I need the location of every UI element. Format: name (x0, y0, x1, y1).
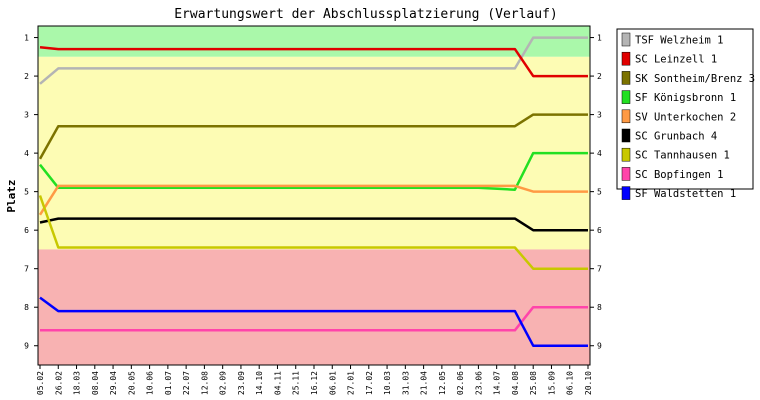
x-tick-label-6: 10.06 (146, 371, 155, 395)
legend-swatch-4 (621, 90, 631, 104)
y-tick-label-left-3: 3 (24, 111, 29, 120)
y-tick-label-left-6: 6 (24, 226, 29, 235)
legend-label-6: SC Grunbach 4 (635, 131, 717, 143)
x-tick-label-1: 26.02 (54, 371, 63, 395)
x-tick-label-24: 23.06 (474, 371, 483, 395)
x-tick-label-8: 22.07 (182, 371, 191, 395)
legend-label-7: SC Tannhausen 1 (635, 150, 730, 162)
background-bands (38, 26, 590, 365)
y-tick-label-right-5: 5 (597, 188, 602, 197)
legend-label-9: SF Waldstetten 1 (635, 188, 736, 200)
y-tick-label-left-2: 2 (24, 72, 29, 81)
legend-swatch-9 (621, 186, 631, 200)
x-tick-label-21: 21.04 (420, 371, 429, 395)
legend-label-2: SC Leinzell 1 (635, 54, 717, 66)
series-line-6 (39, 217, 588, 232)
legend: TSF Welzheim 1 SC Leinzell 1 SK Sontheim/B… (616, 28, 755, 200)
legend-label-4: SF Königsbronn 1 (635, 92, 736, 104)
y-tick-label-right-6: 6 (597, 226, 602, 235)
x-tick-label-2: 18.03 (73, 371, 82, 395)
band-2 (38, 249, 590, 365)
x-tick-label-23: 02.06 (456, 371, 465, 395)
chart-title: Erwartungswert der Abschlussplatzierung … (174, 7, 558, 22)
y-axis-label: Platz (5, 179, 18, 212)
x-tick-label-25: 14.07 (493, 371, 502, 395)
y-axis-ticks: 1 1 2 2 3 3 4 4 5 5 6 6 7 7 8 8 9 9 (24, 34, 602, 351)
x-tick-label-28: 15.09 (547, 371, 556, 395)
x-tick-label-29: 06.10 (566, 371, 575, 395)
y-tick-label-left-5: 5 (24, 188, 29, 197)
y-tick-label-left-1: 1 (24, 34, 29, 43)
x-tick-label-13: 04.11 (273, 371, 282, 395)
y-tick-label-left-9: 9 (24, 342, 29, 351)
legend-label-1: TSF Welzheim 1 (635, 35, 724, 47)
legend-swatch-6 (621, 128, 631, 143)
x-tick-label-17: 27.01 (347, 371, 356, 395)
y-tick-label-right-2: 2 (597, 72, 602, 81)
x-tick-label-18: 17.02 (365, 371, 374, 395)
x-tick-label-0: 05.02 (36, 371, 45, 395)
x-tick-label-20: 31.03 (401, 371, 410, 395)
series-line-8 (40, 305, 588, 332)
y-tick-label-right-4: 4 (597, 149, 602, 158)
legend-swatch-5 (621, 109, 631, 124)
legend-label-3: SK Sontheim/Brenz 3 (635, 73, 755, 85)
y-tick-label-right-1: 1 (597, 34, 602, 43)
y-tick-label-right-9: 9 (597, 342, 602, 351)
x-tick-label-15: 16.12 (310, 371, 319, 395)
y-tick-label-right-7: 7 (597, 265, 602, 274)
x-tick-label-19: 10.03 (383, 371, 392, 395)
legend-swatch-3 (621, 71, 631, 85)
x-tick-label-27: 25.08 (529, 371, 538, 395)
x-tick-label-16: 06.01 (328, 371, 337, 395)
series-line-7 (38, 195, 588, 270)
x-tick-label-12: 14.10 (255, 371, 264, 395)
legend-label-5: SV Unterkochen 2 (635, 111, 736, 123)
legend-swatch-7 (621, 147, 631, 162)
series-line-4 (39, 151, 588, 191)
x-tick-label-9: 12.08 (200, 371, 209, 395)
legend-label-8: SC Bopfingen 1 (635, 169, 724, 181)
x-tick-label-10: 02.09 (219, 371, 228, 395)
series-line-5 (38, 184, 588, 216)
band-0 (38, 26, 590, 57)
legend-swatch-1 (621, 32, 631, 47)
y-tick-label-right-8: 8 (597, 303, 602, 312)
y-tick-label-right-3: 3 (597, 111, 602, 120)
series-line-1 (39, 36, 588, 85)
legend-swatch-8 (621, 167, 631, 181)
x-tick-label-5: 20.05 (127, 371, 136, 395)
series-line-3 (38, 113, 588, 160)
x-tick-label-4: 29.04 (109, 371, 118, 395)
x-tick-label-30: 20.10 (584, 371, 593, 395)
x-tick-label-7: 01.07 (164, 371, 173, 395)
legend-box (616, 28, 754, 190)
x-tick-label-22: 12.05 (438, 371, 447, 395)
x-axis-ticks: 05.02 26.02 18.03 08.04 29.04 20.05 10.06 01.07… (36, 365, 593, 395)
y-tick-label-left-4: 4 (24, 149, 29, 158)
series-line-2 (39, 45, 588, 78)
band-1 (38, 56, 590, 250)
y-tick-label-left-8: 8 (24, 303, 29, 312)
x-tick-label-11: 23.09 (237, 371, 246, 395)
y-tick-label-left-7: 7 (24, 265, 29, 274)
x-tick-label-3: 08.04 (91, 371, 100, 395)
legend-swatch-2 (621, 51, 631, 66)
x-tick-label-26: 04.08 (511, 371, 520, 395)
series-line-9 (39, 296, 588, 347)
x-tick-label-14: 25.11 (292, 371, 301, 395)
series-lines (38, 36, 588, 347)
